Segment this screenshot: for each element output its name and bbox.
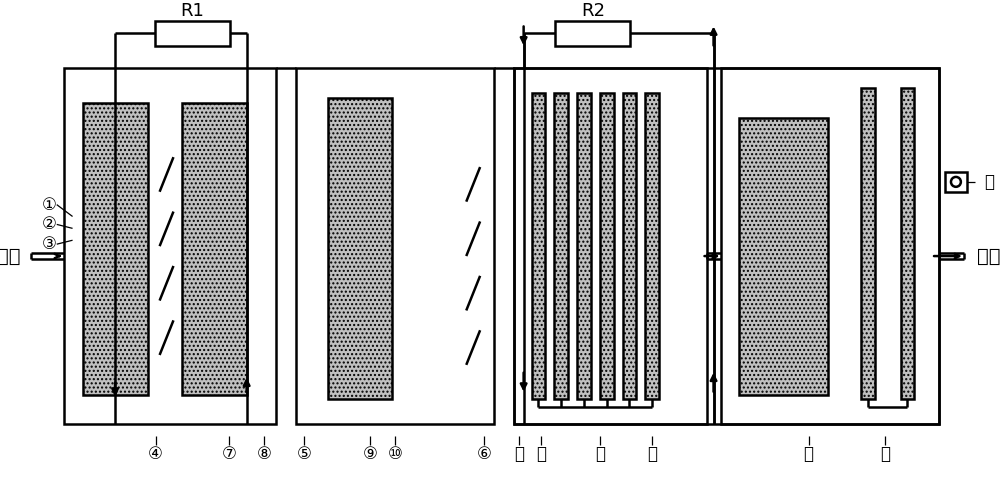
- Text: ⑮: ⑮: [880, 445, 890, 463]
- Text: ②: ②: [41, 215, 56, 233]
- Text: ⑯: ⑯: [985, 173, 995, 191]
- Text: ④: ④: [148, 445, 163, 463]
- Text: ⑭: ⑭: [647, 445, 657, 463]
- Bar: [83, 103, 148, 394]
- Text: ⑩: ⑩: [388, 445, 402, 463]
- Text: ⑰: ⑰: [804, 445, 814, 463]
- Text: ⑨: ⑨: [363, 445, 378, 463]
- Bar: [328, 98, 392, 399]
- Text: 进水: 进水: [0, 246, 21, 266]
- Text: ③: ③: [41, 235, 56, 253]
- Bar: [600, 93, 614, 399]
- Text: R2: R2: [581, 2, 605, 20]
- Bar: [861, 88, 875, 399]
- Text: ⑫: ⑫: [536, 445, 546, 463]
- Text: ⑥: ⑥: [477, 445, 492, 463]
- Bar: [514, 68, 939, 424]
- Text: ①: ①: [41, 196, 56, 213]
- Bar: [721, 68, 939, 424]
- Bar: [532, 93, 545, 399]
- Text: 出水: 出水: [977, 246, 1000, 266]
- Bar: [155, 21, 230, 46]
- Bar: [739, 118, 828, 394]
- Bar: [554, 93, 568, 399]
- Bar: [64, 68, 276, 424]
- Bar: [555, 21, 630, 46]
- Text: ⑤: ⑤: [297, 445, 311, 463]
- Circle shape: [951, 177, 961, 187]
- Bar: [623, 93, 636, 399]
- Text: ⑪: ⑪: [514, 445, 524, 463]
- Bar: [514, 68, 707, 424]
- Bar: [577, 93, 591, 399]
- Bar: [296, 68, 494, 424]
- Text: ⑧: ⑧: [257, 445, 272, 463]
- Bar: [645, 93, 659, 399]
- Text: ⑦: ⑦: [221, 445, 236, 463]
- Bar: [182, 103, 247, 394]
- Text: R1: R1: [180, 2, 204, 20]
- Bar: [901, 88, 914, 399]
- Bar: [945, 172, 967, 192]
- Text: ⑬: ⑬: [595, 445, 605, 463]
